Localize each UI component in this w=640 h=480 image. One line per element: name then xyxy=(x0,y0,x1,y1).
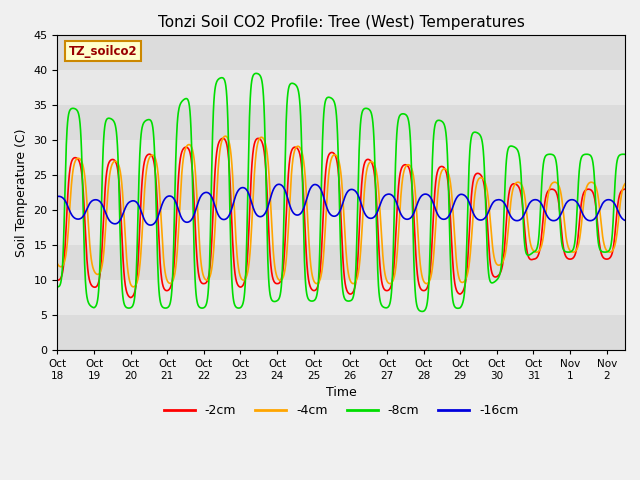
Legend: -2cm, -4cm, -8cm, -16cm: -2cm, -4cm, -8cm, -16cm xyxy=(159,399,524,422)
Title: Tonzi Soil CO2 Profile: Tree (West) Temperatures: Tonzi Soil CO2 Profile: Tree (West) Temp… xyxy=(158,15,525,30)
Bar xyxy=(58,175,625,210)
Bar xyxy=(58,245,625,280)
Bar xyxy=(58,280,625,315)
Bar xyxy=(58,36,625,70)
Bar xyxy=(58,105,625,140)
Bar xyxy=(58,70,625,105)
X-axis label: Time: Time xyxy=(326,386,356,399)
Bar xyxy=(58,315,625,350)
Bar xyxy=(58,140,625,175)
Bar xyxy=(58,210,625,245)
Text: TZ_soilco2: TZ_soilco2 xyxy=(68,45,138,58)
Y-axis label: Soil Temperature (C): Soil Temperature (C) xyxy=(15,129,28,257)
